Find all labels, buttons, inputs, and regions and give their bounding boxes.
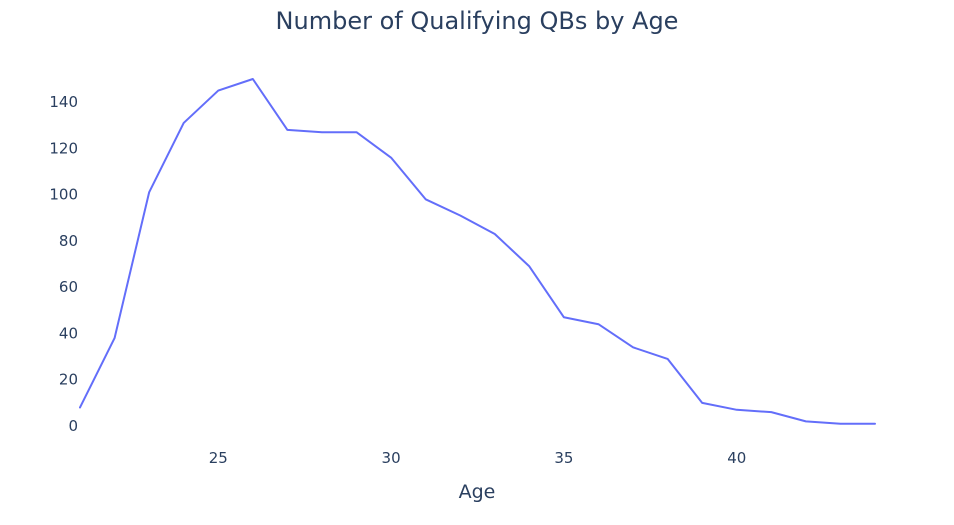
data-point[interactable] — [354, 129, 360, 135]
x-axis: 25 30 35 40 — [209, 449, 747, 467]
data-point[interactable] — [561, 314, 567, 320]
data-point[interactable] — [768, 409, 774, 415]
data-point[interactable] — [181, 120, 187, 126]
data-point[interactable] — [112, 335, 118, 341]
y-tick-label: 100 — [49, 186, 78, 204]
data-point[interactable] — [699, 400, 705, 406]
data-point[interactable] — [457, 212, 463, 218]
data-point[interactable] — [526, 263, 532, 269]
data-point[interactable] — [215, 88, 221, 94]
data-point[interactable] — [872, 421, 878, 427]
x-tick-label: 30 — [382, 449, 401, 467]
x-axis-title: Age — [459, 481, 496, 503]
data-point[interactable] — [734, 407, 740, 413]
data-point[interactable] — [146, 189, 152, 195]
data-point[interactable] — [492, 231, 498, 237]
y-tick-label: 60 — [59, 278, 78, 296]
data-point[interactable] — [284, 127, 290, 133]
data-point[interactable] — [630, 344, 636, 350]
data-point[interactable] — [595, 321, 601, 327]
y-tick-label: 40 — [59, 324, 78, 342]
data-point[interactable] — [665, 356, 671, 362]
series-line-0 — [79, 78, 876, 425]
plot-area — [77, 76, 878, 427]
data-point[interactable] — [319, 129, 325, 135]
y-tick-label: 0 — [68, 417, 78, 435]
y-tick-label: 140 — [49, 93, 78, 111]
data-point[interactable] — [803, 418, 809, 424]
x-tick-label: 25 — [209, 449, 228, 467]
y-tick-label: 80 — [59, 232, 78, 250]
data-point[interactable] — [423, 196, 429, 202]
data-point[interactable] — [250, 76, 256, 82]
x-tick-label: 35 — [554, 449, 573, 467]
y-tick-label: 120 — [49, 139, 78, 157]
data-point[interactable] — [388, 155, 394, 161]
chart-title: Number of Qualifying QBs by Age — [276, 7, 679, 35]
data-point[interactable] — [837, 421, 843, 427]
data-point[interactable] — [77, 404, 83, 410]
x-tick-label: 40 — [727, 449, 746, 467]
y-tick-label: 20 — [59, 371, 78, 389]
y-axis: 0 20 40 60 80 100 120 140 — [49, 93, 78, 435]
